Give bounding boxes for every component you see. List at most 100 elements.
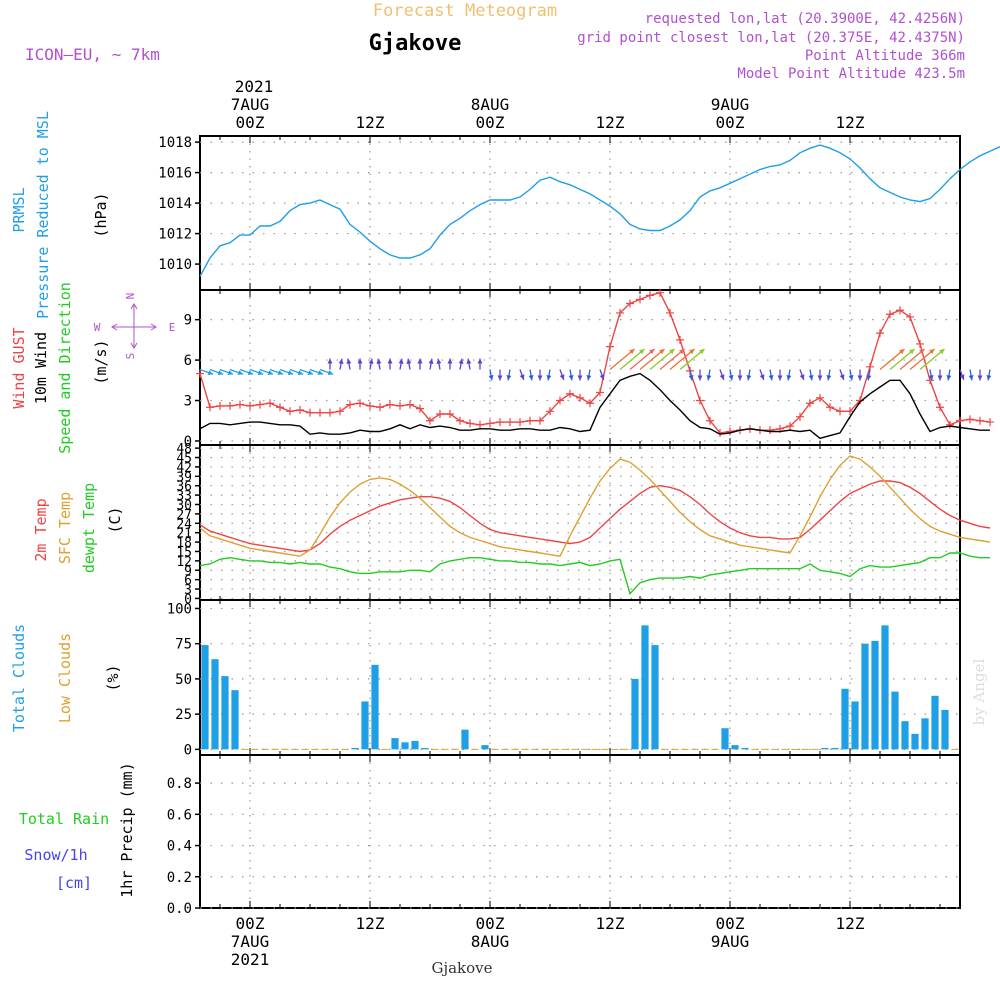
cloud-bar <box>401 742 409 750</box>
cloud-bar <box>921 718 929 750</box>
top-axis-label: 00Z <box>716 113 745 132</box>
gust-marker <box>396 401 404 410</box>
wind-arrow-head <box>207 370 214 375</box>
gust-marker <box>476 420 484 429</box>
wind-arrow-head <box>959 374 965 380</box>
cloud-bar <box>881 625 889 750</box>
gust-marker <box>766 426 774 435</box>
gust-marker <box>606 342 614 351</box>
wind-arrow <box>629 348 655 371</box>
gust-marker <box>266 399 274 408</box>
gust-marker <box>546 407 554 416</box>
precip-label-rain: Total Rain <box>19 810 109 828</box>
cloud-bar <box>841 688 849 750</box>
wind-arrow-head <box>697 375 703 381</box>
gust-marker <box>376 403 384 412</box>
cloud-bar <box>221 676 229 750</box>
precip-ytick-label: 0.4 <box>167 839 192 855</box>
gust-marker <box>556 396 564 405</box>
temperature-ytick-label: 39 <box>176 470 192 485</box>
gust-marker <box>966 415 974 424</box>
cloud-bar <box>731 745 739 750</box>
wind-arrow-head <box>398 358 404 365</box>
wind-arrow <box>649 348 675 371</box>
gust-marker <box>906 312 914 321</box>
pressure-label-line1: PRMSL <box>10 187 28 232</box>
bottom-axis-label: 2021 <box>231 950 270 969</box>
cloud-bar <box>871 640 879 750</box>
wind-arrow-head <box>919 348 925 355</box>
gust-marker <box>626 299 634 308</box>
gust-marker <box>526 416 534 425</box>
wind-arrow-head <box>808 374 814 381</box>
gust-marker <box>676 335 684 344</box>
temperature-frame <box>199 444 961 601</box>
pressure-ytick-label: 1018 <box>158 135 192 151</box>
wind-arrow-head <box>577 375 583 381</box>
wind-arrow-head <box>327 358 333 364</box>
top-axis-label: 12Z <box>596 113 625 132</box>
wind-arrow-head <box>287 370 294 375</box>
cloud-bar <box>231 690 239 750</box>
clouds-ytick-label: 100 <box>167 601 192 617</box>
gust-marker <box>496 418 504 427</box>
wind-direction-arrows <box>199 348 992 381</box>
gust-marker <box>316 408 324 417</box>
wind-ylabel: Wind GUST 10m Wind Speed and Direction (… <box>10 282 110 454</box>
top-year-label: 2021 <box>235 77 274 96</box>
wind-arrow-head <box>857 375 863 381</box>
gust-marker <box>306 408 314 417</box>
wind-arrow-head <box>466 358 472 365</box>
pressure-unit: (hPa) <box>92 192 110 237</box>
wind-arrow <box>679 348 705 371</box>
clouds-ytick-label: 0 <box>184 742 192 758</box>
cloud-bar <box>651 645 659 750</box>
wind-arrow-head <box>866 374 872 381</box>
gust-marker <box>426 416 434 425</box>
pressure-ylabel: PRMSL Pressure Reduced to MSL (hPa) <box>10 111 110 319</box>
gust-marker <box>816 393 824 402</box>
top-axis-label: 00Z <box>236 113 265 132</box>
wind-arrow <box>919 348 945 371</box>
gust-marker <box>826 403 834 412</box>
clouds-label-low: Low Clouds <box>56 633 74 723</box>
wind-frame <box>199 289 961 446</box>
wind-arrow-head <box>719 374 725 380</box>
credit-label: by Angel <box>970 658 988 725</box>
cloud-bar <box>421 747 429 750</box>
wind-arrow-head <box>699 348 705 355</box>
location-title: Gjakove <box>369 31 462 56</box>
temperature-ytick-label: 3 <box>184 583 192 598</box>
wind-arrow-head <box>688 374 694 381</box>
precip-ytick-label: 0.8 <box>167 776 192 792</box>
footer-location: Gjakove <box>431 959 492 977</box>
gust-marker <box>696 396 704 405</box>
wind-arrow-head <box>327 370 334 375</box>
precip-ytick-label: 0.6 <box>167 807 192 823</box>
wind-arrow-head <box>659 348 665 355</box>
gust-marker <box>326 408 334 417</box>
wind-unit: (m/s) <box>92 339 110 384</box>
compass-s-label: S <box>124 353 137 360</box>
temperature-ytick-label: 42 <box>176 461 192 476</box>
temperature-ytick-label: 36 <box>176 480 192 495</box>
gust-marker <box>986 418 994 427</box>
temperature-ylabel: 2m Temp SFC Temp dewpt Temp (C) <box>32 483 124 573</box>
gust-marker <box>876 329 884 338</box>
gust-marker <box>706 416 714 425</box>
gust-marker <box>796 412 804 421</box>
wind-arrow-head <box>506 374 512 381</box>
wind-arrow <box>909 348 935 371</box>
clouds-ytick-label: 50 <box>175 672 192 688</box>
wind-arrow-head <box>679 348 685 355</box>
bottom-axis-label: 8AUG <box>471 932 510 951</box>
bottom-axis-label: 00Z <box>236 914 265 933</box>
wind-arrow-head <box>799 374 805 380</box>
temperature-series-sfc-temp <box>199 455 991 557</box>
wind-arrow-head <box>768 374 774 381</box>
wind-arrow-head <box>387 358 393 364</box>
cloud-bar <box>361 701 369 750</box>
gust-marker <box>846 407 854 416</box>
